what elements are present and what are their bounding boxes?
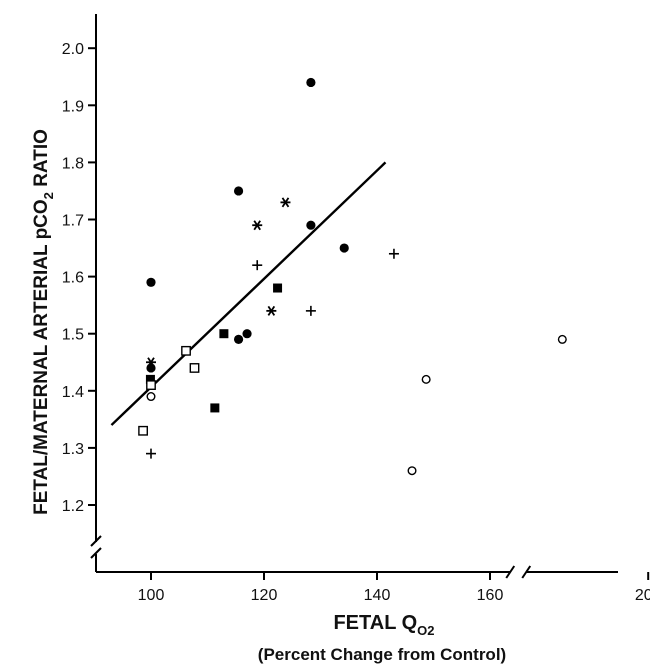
data-point-asterisk: [146, 357, 156, 368]
y-axis-break-mark: [90, 547, 102, 559]
data-point-filled-circle: [146, 363, 156, 373]
axis-ticks: 1.2 1.3 1.4 1.5 1.6 1.7 1.8 1.9 2.0 100 120 140 160 2…: [62, 41, 650, 604]
y-axis-title: FETAL/MATERNAL ARTERIAL pCO2 RATIO: [31, 129, 56, 515]
y-tick-label: 2.0: [62, 41, 84, 58]
data-point-filled-circle: [306, 220, 316, 230]
data-point-filled-square: [145, 374, 155, 384]
data-points: [138, 77, 567, 476]
y-tick-label: 1.2: [62, 498, 84, 515]
data-point-filled-square: [273, 283, 283, 293]
data-point-open-square: [146, 380, 156, 390]
data-point-filled-circle: [233, 334, 244, 345]
x-axis-break-mark: [521, 565, 532, 579]
data-point-open-circle: [407, 466, 417, 476]
data-point-open-square: [189, 363, 200, 373]
data-point-open-square: [138, 425, 148, 436]
x-axis-subtitle: (Percent Change from Control): [258, 645, 506, 664]
data-point-plus: [305, 305, 316, 316]
data-point-filled-circle: [242, 329, 252, 339]
y-tick-label: 1.8: [62, 155, 84, 172]
y-tick-label: 1.6: [62, 270, 84, 287]
x-axis-break-mark: [505, 565, 516, 579]
data-point-asterisk: [266, 305, 277, 316]
axes: [90, 14, 618, 579]
y-tick-label: 1.5: [62, 327, 84, 344]
y-tick-label: 1.4: [62, 384, 84, 401]
data-point-open-circle: [146, 392, 156, 402]
data-point-plus: [146, 448, 156, 459]
data-point-filled-square: [210, 403, 220, 413]
y-tick-label: 1.7: [62, 213, 84, 230]
y-tick-label: 1.3: [62, 441, 84, 458]
x-tick-label: 140: [364, 587, 391, 604]
data-point-filled-circle: [306, 77, 316, 88]
x-axis-title: FETAL QO2: [333, 612, 434, 638]
data-point-filled-circle: [146, 277, 156, 287]
y-axis-break-mark: [90, 535, 102, 547]
x-tick-label: 160: [477, 587, 504, 604]
data-point-asterisk: [252, 220, 263, 231]
data-point-open-square: [181, 345, 191, 356]
data-point-open-circle: [421, 374, 431, 384]
data-point-filled-circle: [233, 186, 244, 196]
x-tick-label: 100: [138, 587, 165, 604]
data-point-filled-square: [219, 329, 229, 339]
x-tick-label: 200: [635, 587, 650, 604]
data-point-plus: [252, 260, 263, 271]
data-point-plus: [388, 248, 399, 259]
data-point-asterisk: [280, 197, 291, 208]
x-tick-label: 120: [251, 587, 278, 604]
data-point-filled-circle: [339, 243, 349, 253]
regression-line: [110, 161, 387, 426]
y-tick-label: 1.9: [62, 98, 84, 115]
data-point-open-circle: [557, 334, 567, 344]
